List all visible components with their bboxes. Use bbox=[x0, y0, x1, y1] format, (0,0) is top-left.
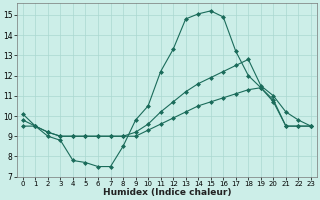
X-axis label: Humidex (Indice chaleur): Humidex (Indice chaleur) bbox=[103, 188, 231, 197]
